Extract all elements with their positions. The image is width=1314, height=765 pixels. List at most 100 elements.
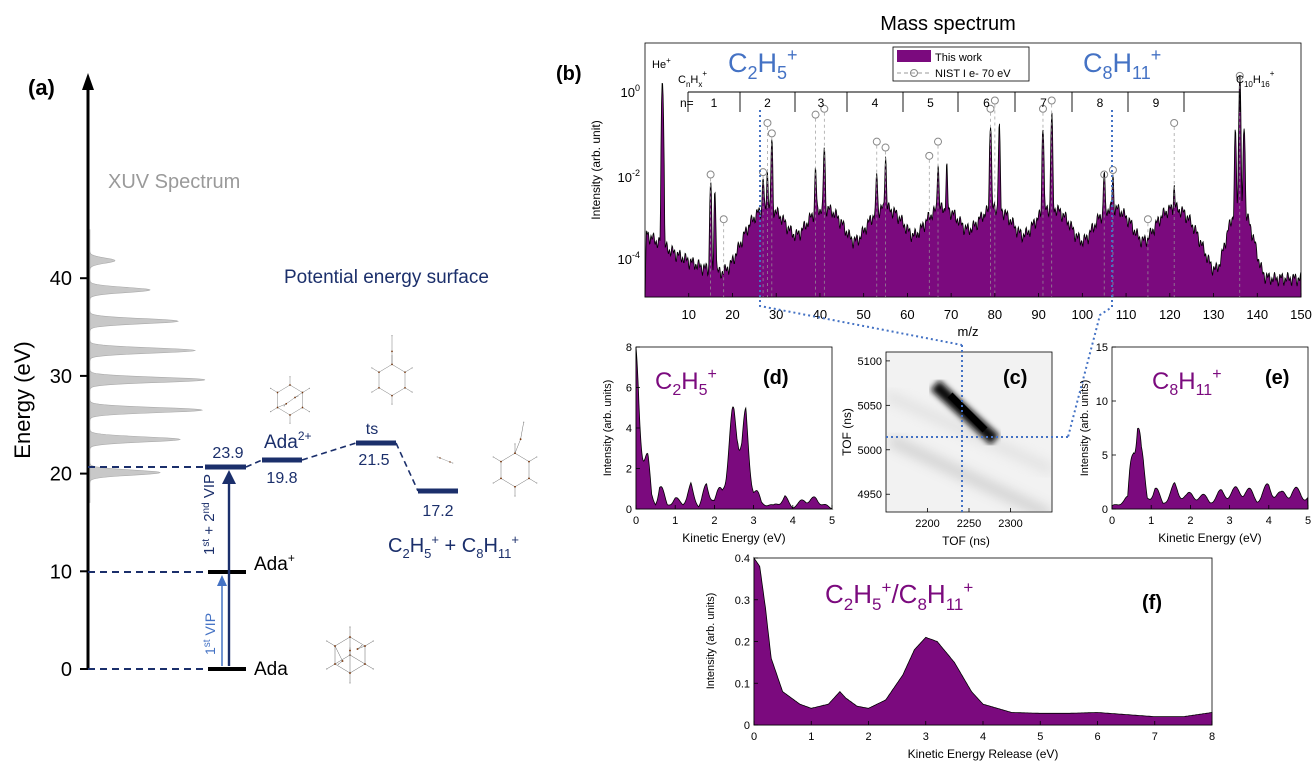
xtick-label: 2250 (957, 518, 981, 530)
energy-tick-label: 40 (50, 268, 72, 290)
energy-tick-label: 0 (61, 659, 72, 681)
n-value: 2 (764, 96, 771, 110)
hydrogen-atom (349, 654, 351, 656)
ytick-label: 5050 (858, 400, 882, 412)
bond (378, 387, 393, 396)
hydrogen-atom (269, 410, 272, 413)
bond (277, 407, 291, 416)
carbon-atom (334, 645, 336, 647)
panel-e-ticks: 0 1 2 3 4 5 0 5 10 15 (1096, 342, 1311, 527)
nist-marker (1235, 71, 1244, 80)
n-value: 1 (711, 96, 718, 110)
n-scale: 1 2 3 4 5 6 7 8 9 (687, 92, 1241, 112)
xtick-label: 5 (1305, 515, 1311, 527)
panel-d-area (635, 346, 834, 510)
hydrogen-atom (536, 482, 538, 484)
n-value: 7 (1040, 96, 1047, 110)
bond (270, 388, 278, 393)
panel-f-frame (753, 557, 1213, 726)
energy-axis-label: Energy (eV) (10, 341, 35, 458)
nist-marker (706, 170, 715, 179)
molecule-c8h11-icon (492, 421, 538, 497)
n-label: n= (680, 96, 694, 110)
n-value: 4 (872, 96, 879, 110)
carbon-atom (356, 648, 359, 650)
pes-connector (395, 442, 419, 492)
panel-a-label: (a) (28, 75, 55, 100)
c8h11-title: C8H11+ (1083, 45, 1161, 83)
hydrogen-atom (297, 395, 299, 397)
hydrogen-atom (372, 640, 374, 642)
bond (371, 367, 380, 373)
hydrogen-atom (360, 645, 363, 647)
vip12-arrowhead (222, 470, 236, 484)
xuv-spectrum-label: XUV Spectrum (108, 171, 240, 193)
xtick-label: 6 (1094, 731, 1100, 743)
xtick-label: 5 (829, 515, 835, 527)
legend-box (892, 46, 1030, 82)
nist-marker (986, 104, 995, 113)
bond (528, 456, 537, 462)
xtick-label: 4 (1266, 515, 1272, 527)
xtick-label: 4 (980, 731, 986, 743)
bond (520, 422, 524, 440)
carbon-atom (378, 371, 380, 374)
energy-tick-label: 20 (50, 464, 72, 486)
n-value: 6 (983, 96, 990, 110)
nist-marker (881, 143, 890, 152)
xtick-label: 4 (790, 515, 796, 527)
n-value: 3 (818, 96, 825, 110)
hydrogen-atom (411, 391, 413, 393)
mass-xtick-label: 10 (681, 307, 695, 322)
bond (334, 663, 351, 674)
carbon-atom (514, 485, 516, 488)
hydrogen-atom (492, 456, 494, 458)
nist-marker (811, 110, 820, 119)
value-23-9: 23.9 (212, 445, 243, 462)
xtick-label: 2200 (915, 518, 939, 530)
hydrogen-atom (523, 421, 525, 423)
nist-marker (1038, 104, 1047, 113)
mass-xtick-label: 120 (1159, 307, 1181, 322)
vip1-arrowhead (217, 575, 227, 586)
bond (349, 654, 366, 665)
panel-c-ticks: 2200 2250 2300 4950 5000 5050 5100 (858, 356, 1023, 530)
bond (493, 478, 502, 484)
ytick-label: 2 (626, 464, 632, 476)
legend-this-work-swatch (897, 50, 931, 62)
carbon-atom (301, 391, 304, 394)
value-21-5: 21.5 (358, 452, 389, 469)
ytick-label: 5100 (858, 356, 882, 368)
bond (326, 640, 336, 647)
carbon-atom (514, 452, 516, 455)
molecule-ts-icon (371, 335, 413, 405)
nist-marker (1170, 118, 1179, 127)
carbon-atom (391, 363, 393, 366)
carbon-atom (449, 461, 451, 463)
bond (371, 387, 380, 393)
nist-marker (872, 137, 881, 146)
panel-f-xlabel: Kinetic Energy Release (eV) (908, 747, 1059, 761)
xtick-label: 2300 (998, 518, 1022, 530)
hydrogen-atom (536, 456, 538, 458)
carbon-atom (289, 414, 291, 416)
bond (500, 478, 516, 487)
mass-spectrum-title: Mass spectrum (880, 13, 1016, 35)
n-value: 5 (927, 96, 934, 110)
mass-xtick-label: 150 (1290, 307, 1312, 322)
xtick-label: 1 (1148, 515, 1154, 527)
panel-e-ylabel: Intensity (arb. units) (1079, 380, 1091, 477)
bond (391, 364, 406, 373)
nist-marker (1047, 96, 1056, 105)
hydrogen-atom (514, 495, 516, 497)
mass-xtick-label: 70 (944, 307, 958, 322)
nist-marker (1143, 215, 1152, 224)
ada-label: Ada (254, 659, 288, 680)
panel-d-label: (d) (763, 367, 789, 389)
xtick-label: 1 (672, 515, 678, 527)
ytick-label: 0.2 (735, 637, 750, 649)
molecule-c2h5-icon (436, 456, 454, 464)
carbon-atom (289, 384, 291, 386)
ytick-label: 5000 (858, 445, 882, 457)
energy-axis-arrow (82, 73, 94, 90)
